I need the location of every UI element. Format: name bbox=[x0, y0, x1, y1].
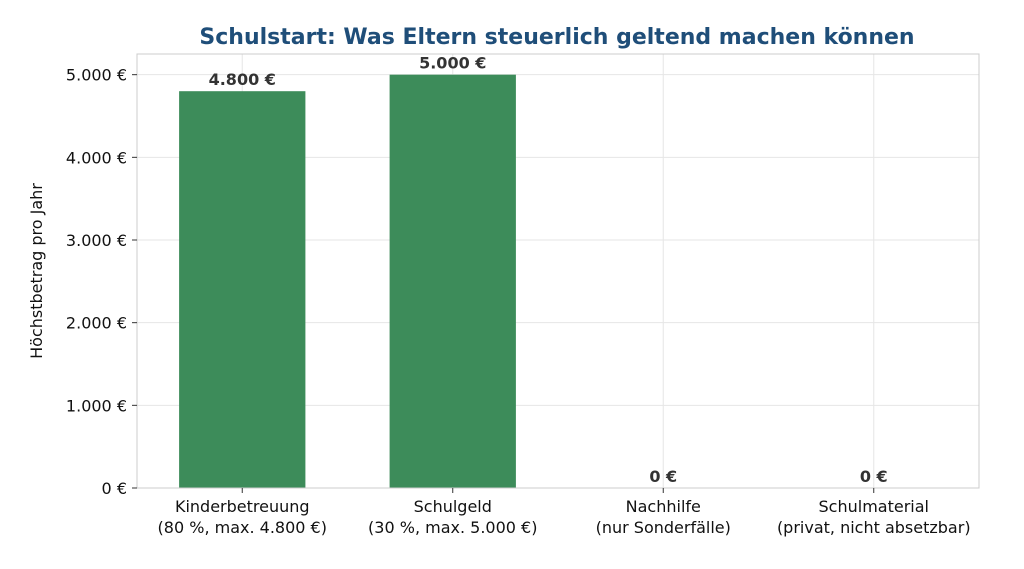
chart-title: Schulstart: Was Eltern steuerlich gelten… bbox=[199, 25, 914, 50]
x-tick-label-line: (nur Sonderfälle) bbox=[596, 518, 731, 537]
x-tick-label-2: Nachhilfe (nur Sonderfälle) bbox=[596, 497, 731, 537]
bar-1 bbox=[389, 74, 516, 489]
plot-border bbox=[136, 53, 980, 489]
y-axis-ticks: 0 € 1.000 € 2.000 € 3.000 € 4.000 € 5.000 € bbox=[66, 66, 137, 498]
plot-frame bbox=[136, 53, 980, 489]
bar-0 bbox=[179, 91, 306, 488]
x-tick-label-3: Schulmaterial (privat, nicht absetzbar) bbox=[777, 497, 971, 537]
bars bbox=[179, 74, 516, 489]
data-label-0: 4.800 € bbox=[209, 70, 276, 89]
y-tick-label-0: 0 € bbox=[102, 479, 127, 498]
y-tick-label-1: 1.000 € bbox=[66, 396, 127, 415]
x-tick-label-1: Schulgeld (30 %, max. 5.000 €) bbox=[368, 497, 537, 537]
x-tick-label-line: Schulgeld bbox=[414, 497, 492, 516]
data-label-2: 0 € bbox=[649, 467, 677, 486]
x-tick-label-line: (privat, nicht absetzbar) bbox=[777, 518, 971, 537]
data-label-3: 0 € bbox=[860, 467, 888, 486]
y-tick-label-5: 5.000 € bbox=[66, 66, 127, 85]
y-tick-label-4: 4.000 € bbox=[66, 148, 127, 167]
x-tick-label-line: Schulmaterial bbox=[819, 497, 929, 516]
y-axis-label: Höchstbetrag pro Jahr bbox=[27, 183, 46, 359]
data-label-1: 5.000 € bbox=[419, 54, 486, 73]
y-tick-label-2: 2.000 € bbox=[66, 314, 127, 333]
x-tick-label-line: Nachhilfe bbox=[626, 497, 701, 516]
data-labels: 4.800 € 5.000 € 0 € 0 € bbox=[209, 54, 888, 486]
x-tick-label-line: Kinderbetreuung bbox=[175, 497, 310, 516]
x-tick-label-line: (80 %, max. 4.800 €) bbox=[158, 518, 327, 537]
x-tick-label-line: (30 %, max. 5.000 €) bbox=[368, 518, 537, 537]
x-axis-ticks: Kinderbetreuung (80 %, max. 4.800 €) Schul… bbox=[158, 488, 971, 537]
x-tick-label-0: Kinderbetreuung (80 %, max. 4.800 €) bbox=[158, 497, 327, 537]
y-tick-label-3: 3.000 € bbox=[66, 231, 127, 250]
